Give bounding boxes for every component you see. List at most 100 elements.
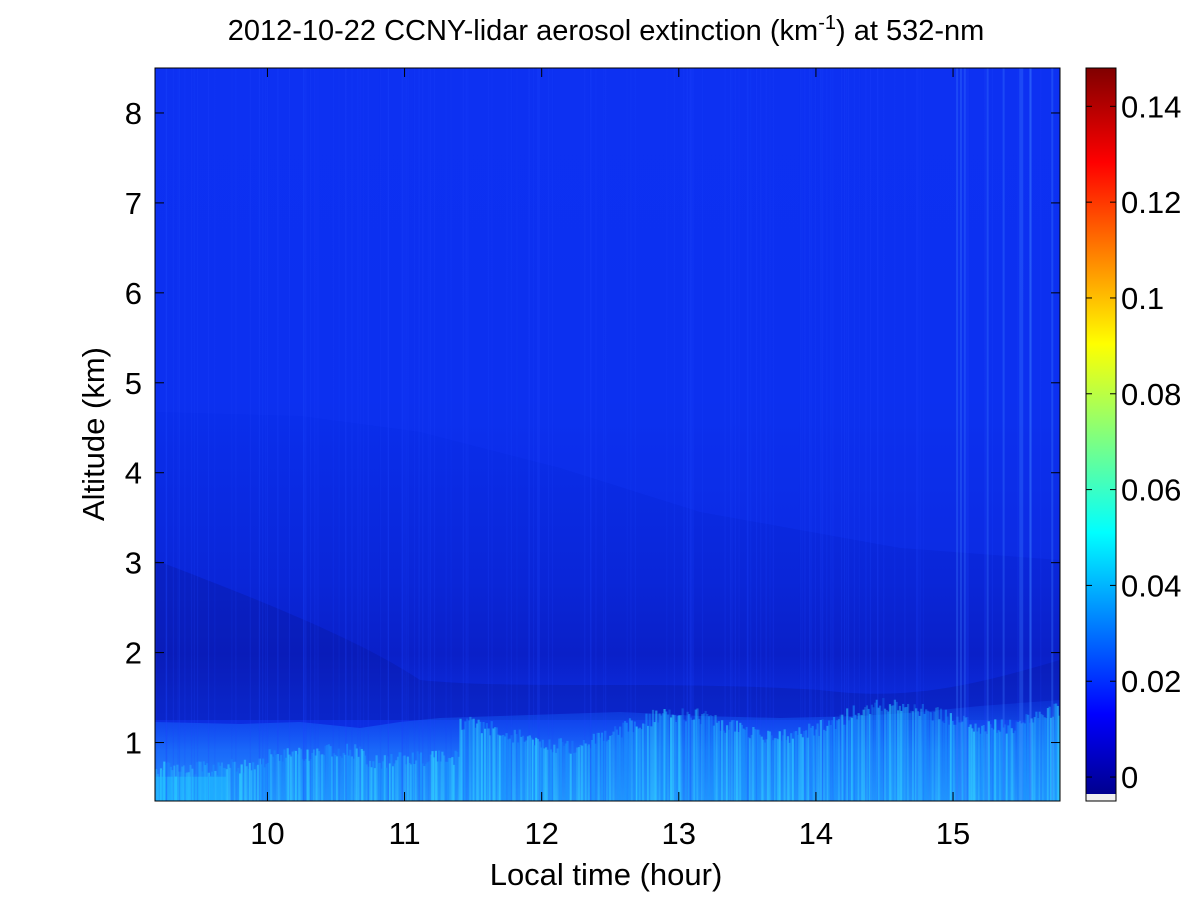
x-tick-label: 13 bbox=[662, 816, 696, 851]
aerosol-plume bbox=[296, 754, 299, 801]
signal-streak bbox=[918, 68, 920, 801]
aerosol-plume bbox=[1041, 715, 1045, 801]
aerosol-plume bbox=[554, 752, 558, 801]
aerosol-plume bbox=[800, 733, 803, 801]
aerosol-plume bbox=[824, 731, 827, 801]
signal-streak bbox=[207, 68, 210, 801]
aerosol-plume bbox=[411, 752, 414, 801]
signal-streak bbox=[277, 68, 279, 801]
signal-streak bbox=[690, 68, 692, 801]
y-tick-label: 1 bbox=[125, 726, 142, 761]
signal-streak bbox=[747, 68, 750, 801]
aerosol-plume bbox=[844, 724, 847, 801]
aerosol-plume bbox=[479, 721, 482, 801]
signal-streak bbox=[405, 68, 407, 801]
signal-streak bbox=[799, 68, 802, 801]
signal-streak bbox=[357, 68, 359, 801]
aerosol-plume bbox=[281, 761, 284, 801]
aerosol-plume bbox=[372, 761, 375, 801]
aerosol-plume bbox=[517, 742, 520, 801]
aerosol-plume bbox=[655, 710, 658, 801]
aerosol-plume bbox=[753, 729, 757, 801]
aerosol-plume bbox=[355, 748, 358, 801]
aerosol-plume bbox=[252, 762, 255, 801]
signal-streak bbox=[967, 68, 970, 801]
signal-streak bbox=[387, 68, 390, 801]
signal-streak bbox=[853, 68, 855, 801]
signal-streak bbox=[589, 68, 592, 801]
aerosol-plume bbox=[321, 754, 324, 801]
signal-streak bbox=[666, 68, 668, 801]
signal-streak bbox=[772, 68, 774, 801]
aerosol-plume bbox=[734, 731, 737, 801]
signal-streak bbox=[830, 68, 832, 801]
aerosol-plume bbox=[925, 709, 928, 801]
signal-streak bbox=[363, 68, 365, 801]
aerosol-plume bbox=[255, 765, 258, 801]
aerosol-plume bbox=[309, 758, 312, 801]
aerosol-plume bbox=[872, 707, 875, 801]
signal-streak bbox=[528, 68, 530, 801]
signal-streak bbox=[831, 68, 834, 801]
aerosol-plume bbox=[757, 729, 760, 801]
aerosol-plume bbox=[505, 733, 508, 801]
aerosol-plume bbox=[553, 744, 556, 801]
signal-streak bbox=[877, 68, 879, 801]
aerosol-plume bbox=[737, 732, 740, 801]
aerosol-plume bbox=[459, 718, 462, 801]
signal-streak bbox=[214, 68, 216, 801]
aerosol-plume bbox=[576, 747, 579, 801]
signal-streak bbox=[303, 68, 305, 801]
aerosol-plume bbox=[795, 731, 798, 801]
aerosol-plume bbox=[388, 763, 391, 801]
aerosol-plume bbox=[987, 721, 990, 801]
aerosol-plume bbox=[879, 705, 882, 801]
aerosol-plume bbox=[370, 767, 373, 801]
aerosol-plume bbox=[365, 764, 368, 801]
aerosol-plume bbox=[602, 740, 605, 801]
aerosol-plume bbox=[732, 719, 735, 801]
aerosol-plume bbox=[382, 761, 385, 801]
aerosol-plume bbox=[877, 707, 880, 801]
aerosol-plume bbox=[818, 735, 821, 801]
aerosol-plume bbox=[238, 773, 242, 801]
aerosol-plume bbox=[885, 710, 888, 801]
signal-streak bbox=[165, 68, 168, 801]
aerosol-plume bbox=[329, 746, 332, 801]
aerosol-plume bbox=[1056, 705, 1059, 801]
aerosol-plume bbox=[599, 737, 602, 801]
aerosol-plume bbox=[867, 708, 870, 801]
y-tick-label: 8 bbox=[125, 96, 142, 131]
signal-streak bbox=[277, 68, 279, 801]
aerosol-plume bbox=[569, 753, 572, 801]
signal-streak bbox=[317, 68, 319, 801]
aerosol-plume bbox=[378, 762, 381, 801]
aerosol-plume bbox=[615, 729, 618, 801]
aerosol-plume bbox=[291, 751, 294, 801]
aerosol-plume bbox=[931, 720, 934, 801]
aerosol-plume bbox=[477, 719, 480, 801]
aerosol-plume bbox=[755, 729, 758, 801]
aerosol-plume bbox=[903, 707, 906, 801]
aerosol-plume bbox=[783, 729, 786, 801]
aerosol-plume bbox=[354, 744, 357, 801]
aerosol-plume bbox=[436, 761, 439, 801]
aerosol-plume bbox=[243, 759, 247, 801]
aerosol-plume bbox=[679, 715, 683, 801]
aerosol-plume bbox=[854, 714, 857, 801]
x-axis-label: Local time (hour) bbox=[490, 857, 723, 892]
aerosol-plume bbox=[278, 760, 281, 801]
aerosol-plume bbox=[632, 732, 635, 801]
aerosol-plume bbox=[943, 722, 946, 801]
aerosol-plume bbox=[426, 762, 429, 801]
aerosol-plume bbox=[525, 740, 528, 801]
aerosol-plume bbox=[786, 736, 790, 801]
aerosol-plume bbox=[768, 731, 771, 801]
signal-streak bbox=[986, 68, 989, 801]
aerosol-plume bbox=[398, 752, 401, 801]
signal-streak bbox=[1019, 68, 1022, 801]
aerosol-plume bbox=[271, 756, 275, 801]
aerosol-plume bbox=[395, 760, 398, 801]
aerosol-plume bbox=[849, 717, 852, 801]
signal-streak bbox=[491, 68, 493, 801]
